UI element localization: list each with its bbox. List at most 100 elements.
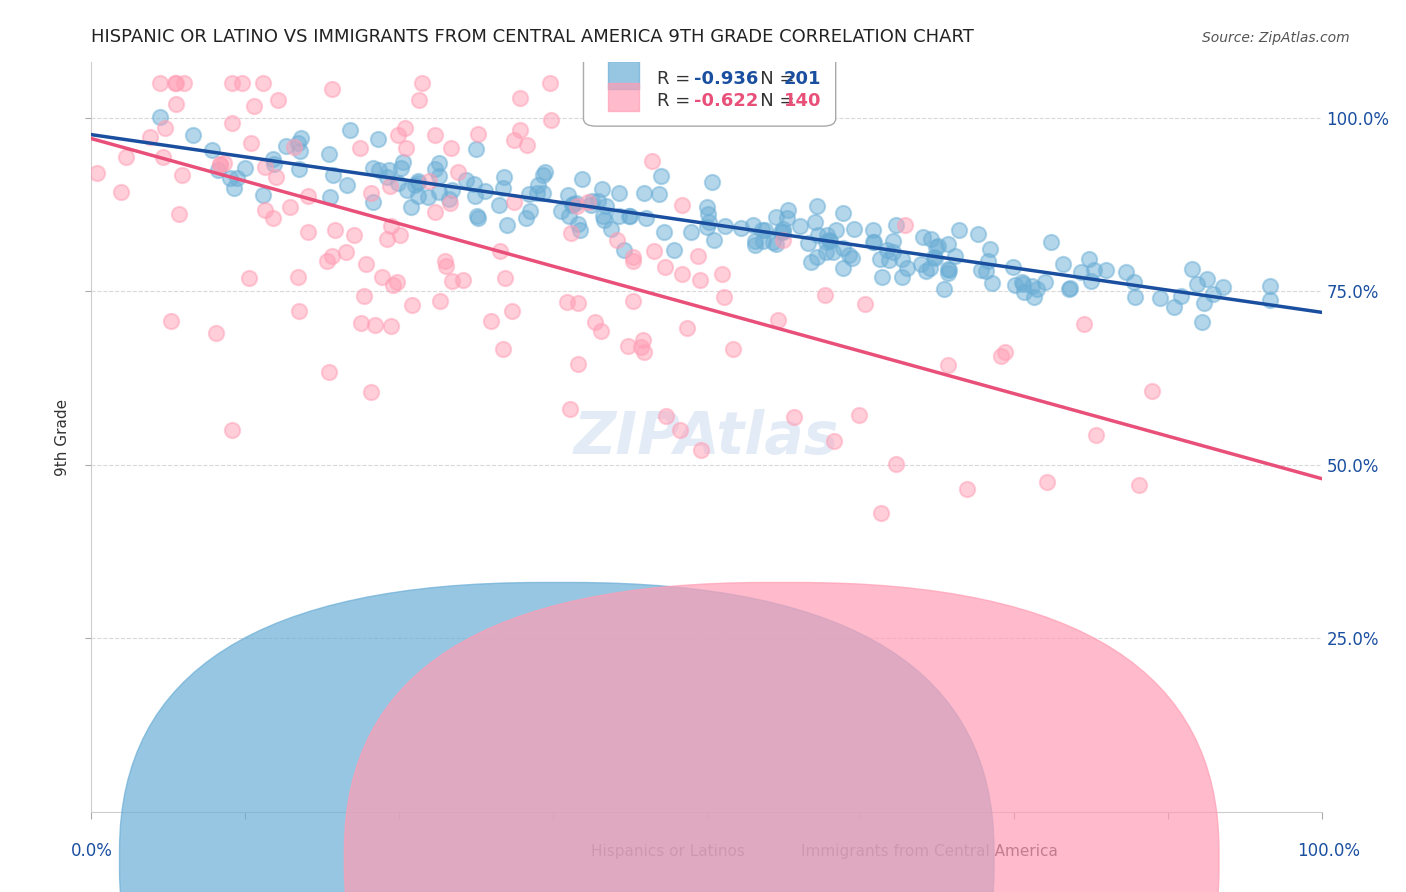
Point — [593, 213, 616, 227]
Point — [882, 234, 904, 248]
Point — [115, 150, 138, 164]
Point — [714, 219, 737, 233]
Point — [621, 294, 644, 309]
Point — [253, 160, 276, 174]
Point — [377, 163, 399, 178]
Point — [392, 154, 415, 169]
Point — [876, 244, 898, 258]
Point — [385, 275, 408, 289]
Point — [1212, 280, 1234, 294]
Point — [321, 249, 343, 263]
Point — [1012, 285, 1035, 300]
Point — [689, 273, 711, 287]
Point — [516, 137, 538, 152]
Point — [803, 215, 825, 229]
Point — [263, 157, 285, 171]
Point — [938, 263, 960, 277]
Point — [797, 236, 820, 251]
Point — [936, 262, 959, 277]
Point — [925, 240, 948, 254]
Point — [814, 288, 837, 302]
Text: N =: N = — [744, 70, 800, 88]
Point — [297, 189, 319, 203]
Point — [389, 161, 412, 175]
Point — [467, 128, 489, 142]
Point — [1036, 475, 1059, 489]
Point — [697, 207, 720, 221]
Point — [555, 295, 578, 310]
Point — [238, 271, 260, 285]
Point — [772, 225, 794, 239]
Y-axis label: 9th Grade: 9th Grade — [55, 399, 70, 475]
Text: 0.0%: 0.0% — [70, 842, 112, 860]
Point — [1021, 278, 1043, 293]
Point — [823, 434, 845, 448]
Point — [910, 257, 932, 271]
Point — [920, 232, 942, 246]
Point — [242, 99, 264, 113]
Point — [226, 171, 249, 186]
Point — [353, 289, 375, 303]
Point — [1122, 275, 1144, 289]
Point — [406, 174, 429, 188]
Point — [1170, 288, 1192, 302]
Point — [318, 365, 340, 379]
Point — [789, 219, 811, 233]
Text: ZIPAtlas: ZIPAtlas — [574, 409, 839, 466]
Point — [652, 225, 675, 239]
Point — [869, 252, 891, 267]
Point — [633, 186, 655, 200]
Point — [558, 402, 581, 417]
Point — [429, 169, 451, 184]
Point — [221, 76, 243, 90]
Point — [634, 211, 657, 225]
Point — [1192, 296, 1215, 310]
Point — [872, 269, 894, 284]
Point — [531, 186, 554, 200]
Point — [633, 345, 655, 359]
Point — [283, 140, 305, 154]
Point — [619, 209, 641, 223]
Point — [290, 144, 312, 158]
Point — [814, 235, 837, 249]
Point — [489, 244, 512, 259]
Point — [621, 250, 644, 264]
Point — [212, 156, 235, 170]
Point — [494, 271, 516, 285]
Point — [278, 200, 301, 214]
Point — [380, 219, 402, 234]
Point — [631, 333, 654, 347]
Text: R =: R = — [657, 93, 696, 111]
Point — [697, 215, 720, 229]
Point — [440, 274, 463, 288]
Point — [503, 133, 526, 147]
Point — [643, 244, 665, 258]
Point — [948, 223, 970, 237]
Text: 100.0%: 100.0% — [1298, 842, 1360, 860]
Point — [815, 244, 838, 259]
Point — [762, 235, 785, 250]
Point — [613, 243, 636, 257]
Point — [343, 228, 366, 243]
Point — [891, 252, 914, 267]
Point — [994, 344, 1017, 359]
Point — [766, 312, 789, 326]
Point — [581, 194, 603, 208]
Point — [1181, 262, 1204, 277]
Point — [361, 194, 384, 209]
Point — [806, 199, 828, 213]
Point — [1187, 277, 1209, 291]
Point — [526, 178, 548, 193]
Point — [676, 321, 699, 335]
Point — [821, 245, 844, 260]
Text: -0.622: -0.622 — [695, 93, 759, 111]
Point — [848, 408, 870, 422]
Point — [1057, 282, 1080, 296]
Point — [557, 188, 579, 202]
Point — [662, 243, 685, 257]
Point — [1004, 277, 1026, 292]
Point — [1035, 275, 1057, 289]
Point — [517, 187, 540, 202]
Point — [818, 235, 841, 249]
Point — [765, 236, 787, 251]
